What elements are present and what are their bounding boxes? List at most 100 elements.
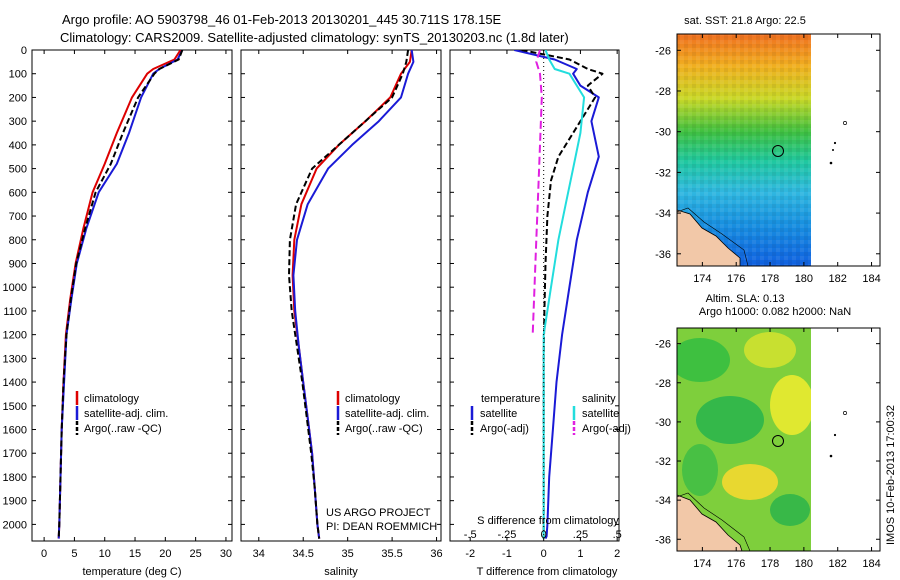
- series-line-argo-raw-qc: [57, 50, 184, 539]
- map-y-tick-label: -26: [655, 339, 671, 351]
- temperature-xlabel: temperature (deg C): [82, 566, 181, 578]
- difference-legend: temperature salinity satellite Argo(-adj…: [470, 393, 631, 435]
- depth-tick-label: 2000: [3, 519, 27, 531]
- island-marker: [829, 161, 833, 165]
- depth-tick-label: 400: [9, 140, 27, 152]
- sla-anomaly: [677, 338, 730, 382]
- bathymetry-contour: [677, 492, 751, 551]
- x-tick-label: 0: [41, 548, 47, 560]
- map-y-tick-label: -34: [655, 208, 671, 220]
- island-marker: [843, 411, 847, 415]
- x-tick-label: 34.5: [293, 548, 314, 560]
- legend-label-satellite: satellite-adj. clim.: [84, 408, 168, 420]
- map-x-tick-label: 178: [761, 558, 779, 570]
- sla-anomaly: [770, 375, 814, 435]
- map-x-tick-label: 176: [727, 558, 745, 570]
- legend-title-temperature: temperature: [481, 393, 540, 405]
- map-x-tick-label: 182: [829, 558, 847, 570]
- series-group: [57, 50, 184, 539]
- s-diff-tick-label: -.25: [497, 529, 516, 541]
- sst-no-data-region: [811, 34, 880, 266]
- island-marker: [833, 141, 837, 145]
- project-credit: US ARGO PROJECT: [326, 507, 431, 519]
- x-tick-label: 2: [614, 548, 620, 560]
- s-diff-tick-label: -.5: [464, 529, 477, 541]
- sla-anomaly: [682, 444, 718, 496]
- map-y-tick-label: -28: [655, 86, 671, 98]
- map-y-tick-label: -30: [655, 127, 671, 139]
- legend-label-climatology: climatology: [345, 393, 401, 405]
- sst-map-frame: [676, 33, 881, 267]
- new-zealand-land: [677, 494, 743, 551]
- salinity-axes: [240, 49, 442, 542]
- depth-tick-label: 1100: [3, 306, 27, 318]
- sla-no-data-region: [811, 328, 880, 551]
- series-line-argo-raw-qc: [288, 50, 410, 539]
- map-x-tick-label: 174: [693, 273, 711, 285]
- x-tick-label: 20: [159, 548, 171, 560]
- series-group: [514, 50, 604, 540]
- map-y-tick-label: -36: [655, 534, 671, 546]
- legend-label-s-argo: Argo(-adj): [582, 423, 631, 435]
- map-y-tick-label: -36: [655, 249, 671, 261]
- series-line-climatology: [57, 50, 182, 539]
- map-x-tick-label: 184: [862, 273, 880, 285]
- x-tick-label: 35: [342, 548, 354, 560]
- s-diff-tick-label: .25: [573, 529, 588, 541]
- x-tick-label: 10: [99, 548, 111, 560]
- sla-map-frame: [676, 327, 881, 552]
- depth-tick-label: 1300: [3, 353, 27, 365]
- x-tick-label: -2: [465, 548, 475, 560]
- map-x-tick-label: 180: [795, 273, 813, 285]
- salinity-legend: climatology satellite-adj. clim. Argo(..…: [336, 391, 429, 435]
- depth-tick-label: 600: [9, 187, 27, 199]
- s-diff-tick-label: .5: [613, 529, 622, 541]
- salinity-panel: 34 34.5 35 35.5 36: [241, 49, 443, 560]
- depth-tick-label: 900: [9, 258, 27, 270]
- x-tick-label: 0: [541, 548, 547, 560]
- temperature-panel: 0 5 10 15 20 25 30: [32, 49, 232, 560]
- series-line-climatology: [291, 50, 413, 539]
- legend-label-argo: Argo(..raw -QC): [345, 423, 423, 435]
- series-line-satellite: [542, 50, 586, 539]
- series-line-satellite: [514, 50, 600, 540]
- x-tick-label: 15: [129, 548, 141, 560]
- sla-map-image: [677, 328, 880, 551]
- x-tick-label: 34: [253, 548, 265, 560]
- temperature-legend: climatology satellite-adj. clim. Argo(..…: [75, 391, 168, 435]
- x-tick-label: 30: [220, 548, 232, 560]
- float-position-marker: [772, 145, 784, 157]
- sst-map-title: sat. SST: 21.8 Argo: 22.5: [684, 15, 806, 27]
- island-marker: [829, 454, 833, 458]
- map-y-tick-label: -28: [655, 378, 671, 390]
- figure-title: Argo profile: AO 5903798_46 01-Feb-2013 …: [62, 12, 502, 27]
- island-marker: [843, 121, 847, 125]
- imos-timestamp: IMOS 10-Feb-2013 17:00:32: [885, 405, 897, 545]
- depth-tick-label: 800: [9, 235, 27, 247]
- figure-subtitle: Climatology: CARS2009. Satellite-adjuste…: [60, 30, 569, 45]
- map-y-tick-label: -32: [655, 167, 671, 179]
- depth-tick-label: 1200: [3, 330, 27, 342]
- sla-map-title: Altim. SLA: 0.13: [706, 293, 785, 305]
- sla-map-subtitle: Argo h1000: 0.082 h2000: NaN: [699, 306, 851, 318]
- map-x-tick-label: 178: [761, 273, 779, 285]
- depth-tick-label: 300: [9, 116, 27, 128]
- t-difference-xlabel: T difference from climatology: [477, 566, 618, 578]
- legend-title-salinity: salinity: [582, 393, 616, 405]
- bathymetry-contour: [677, 207, 749, 266]
- map-y-tick-label: -32: [655, 456, 671, 468]
- series-group: [288, 50, 415, 539]
- legend-label-satellite: satellite-adj. clim.: [345, 408, 429, 420]
- sst-map-image: [677, 34, 880, 266]
- float-position-marker: [772, 435, 784, 447]
- map-x-tick-label: 184: [862, 558, 880, 570]
- sla-anomaly: [696, 396, 764, 444]
- map-x-tick-label: 182: [829, 273, 847, 285]
- x-tick-label: 35.5: [381, 548, 402, 560]
- depth-tick-label: 1600: [3, 425, 27, 437]
- x-tick-label: 1: [577, 548, 583, 560]
- depth-tick-label: 1900: [3, 496, 27, 508]
- depth-tick-label: 1700: [3, 448, 27, 460]
- legend-label-t-satellite: satellite: [480, 408, 517, 420]
